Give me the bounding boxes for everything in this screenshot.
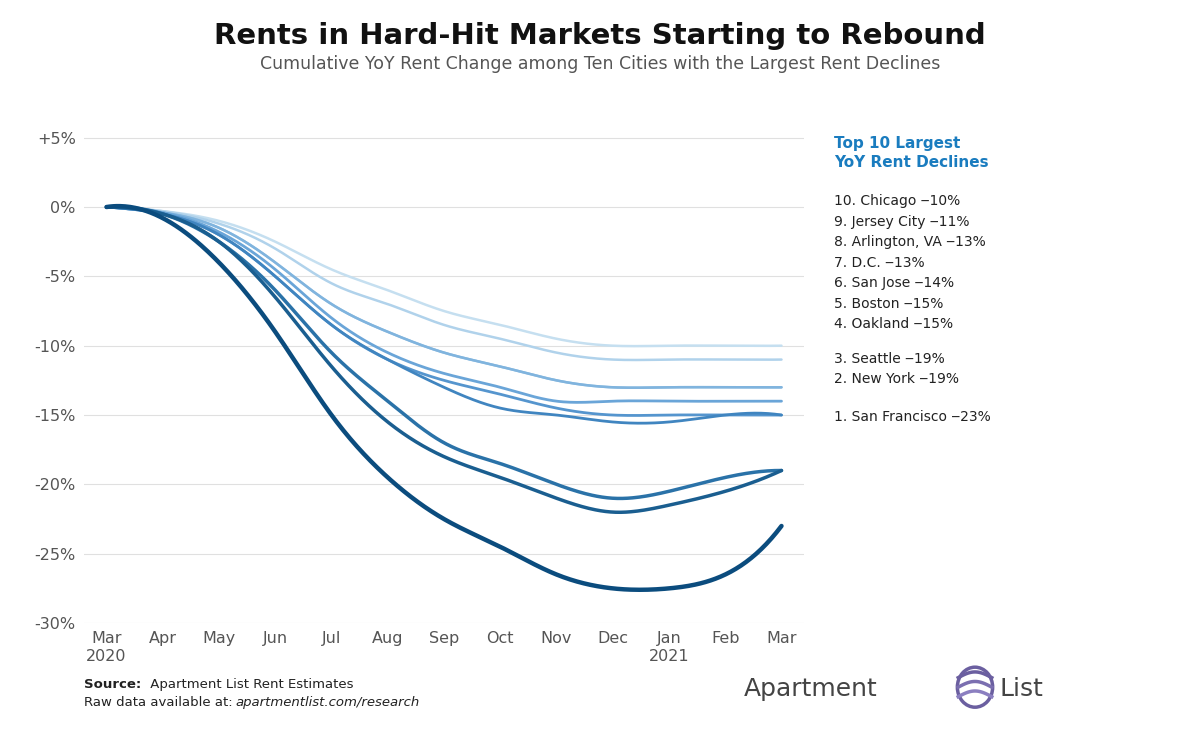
Text: 7. D.C. ‒13%: 7. D.C. ‒13%: [834, 256, 929, 270]
Text: Raw data available at:: Raw data available at:: [84, 696, 236, 710]
Text: Top 10 Largest
YoY Rent Declines: Top 10 Largest YoY Rent Declines: [834, 136, 989, 170]
Text: 9. Jersey City ‒11%: 9. Jersey City ‒11%: [834, 215, 974, 229]
Text: 8. Arlington, VA ‒13%: 8. Arlington, VA ‒13%: [834, 235, 990, 249]
Text: Apartment: Apartment: [744, 677, 877, 701]
Text: Apartment List Rent Estimates: Apartment List Rent Estimates: [146, 678, 354, 691]
Text: Rents in Hard-Hit Markets Starting to Rebound: Rents in Hard-Hit Markets Starting to Re…: [214, 22, 986, 50]
Text: 2. New York ‒19%: 2. New York ‒19%: [834, 372, 964, 386]
Text: 6. San Jose ‒14%: 6. San Jose ‒14%: [834, 276, 959, 290]
Text: 1. San Francisco ‒23%: 1. San Francisco ‒23%: [834, 410, 995, 424]
Text: 10. Chicago ‒10%: 10. Chicago ‒10%: [834, 194, 965, 208]
Text: 3. Seattle ‒19%: 3. Seattle ‒19%: [834, 352, 949, 366]
Text: Source:: Source:: [84, 678, 142, 691]
Text: apartmentlist.com/research: apartmentlist.com/research: [235, 696, 420, 710]
Text: List: List: [1000, 677, 1044, 701]
Text: Cumulative YoY Rent Change among Ten Cities with the Largest Rent Declines: Cumulative YoY Rent Change among Ten Cit…: [260, 55, 940, 73]
Text: 4. Oakland ‒15%: 4. Oakland ‒15%: [834, 317, 958, 331]
Text: 5. Boston ‒15%: 5. Boston ‒15%: [834, 297, 948, 311]
